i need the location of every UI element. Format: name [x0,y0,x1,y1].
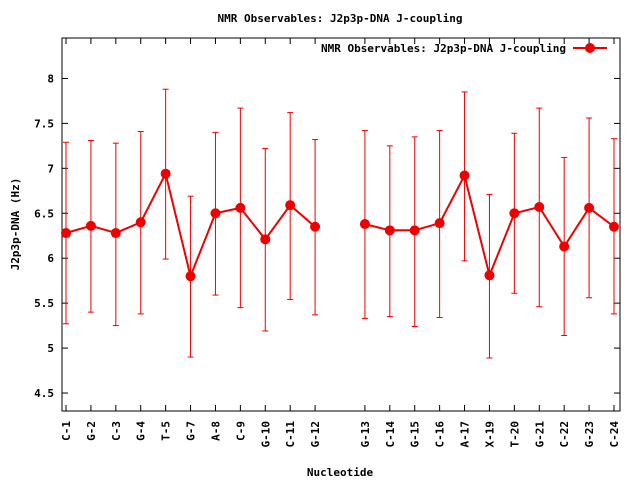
data-point [359,219,370,230]
x-tick-label: G-21 [533,421,546,448]
y-tick-label: 7 [47,162,54,175]
data-point [210,208,221,219]
x-tick-label: G-2 [85,421,98,441]
data-point [235,202,246,213]
x-axis-label: Nucleotide [307,466,374,479]
x-tick-label: X-19 [483,421,496,448]
x-axis: C-1 G-2 C-3 G-4 T-5 G-7 A-8 C-9 G-10 C-11 G-12 G-13… [60,38,621,448]
data-point [135,217,146,228]
x-tick-label: T-20 [508,421,521,448]
x-tick-label: T-5 [160,421,173,441]
data-point [609,221,619,232]
legend-label: NMR Observables: J2p3p-DNA J-coupling [321,42,566,55]
legend: NMR Observables: J2p3p-DNA J-coupling [321,42,607,55]
x-tick-label: C-22 [558,421,571,448]
data-point [85,220,96,231]
x-tick-label: A-8 [209,421,222,441]
data-point [160,168,171,179]
x-tick-label: A-17 [459,421,472,448]
series-layer [61,88,619,359]
x-tick-label: C-3 [110,421,123,441]
y-axis-label: J2p3p-DNA (Hz) [9,178,22,271]
data-point [260,234,271,245]
data-point [185,271,196,282]
chart-title: NMR Observables: J2p3p-DNA J-coupling [217,12,462,25]
data-point [509,208,520,219]
data-point [384,225,395,236]
x-tick-label: C-9 [234,421,247,441]
y-axis: 4.5 5 5.5 6 6.5 7 7.5 8 [34,72,620,400]
x-tick-label: G-4 [135,421,148,441]
data-point [409,225,420,236]
y-tick-label: 6 [47,252,54,265]
data-point [559,241,570,252]
x-tick-label: C-16 [434,421,447,448]
x-tick-label: C-24 [608,421,621,448]
data-point [434,218,445,229]
data-point [484,270,495,281]
x-tick-label: C-14 [384,421,397,448]
y-tick-label: 8 [47,72,54,85]
legend-marker [585,43,595,53]
x-tick-label: C-11 [284,421,297,448]
x-tick-label: G-7 [185,421,198,441]
plot-frame [61,37,621,412]
data-point [584,202,595,213]
data-point [459,170,470,181]
x-tick-label: G-10 [259,421,272,448]
x-tick-label: C-1 [60,421,73,441]
y-tick-label: 4.5 [34,387,54,400]
y-tick-label: 5.5 [34,297,54,310]
data-point [534,201,545,212]
y-tick-label: 6.5 [34,207,54,220]
y-tick-label: 5 [47,342,54,355]
data-point [285,200,296,211]
data-point [310,221,321,232]
data-point [61,228,71,239]
y-tick-label: 7.5 [34,117,54,130]
x-tick-label: G-23 [583,421,596,448]
x-tick-label: G-15 [409,421,422,448]
x-tick-label: G-13 [359,421,372,448]
x-tick-label: G-12 [309,421,322,448]
data-point [110,228,121,239]
